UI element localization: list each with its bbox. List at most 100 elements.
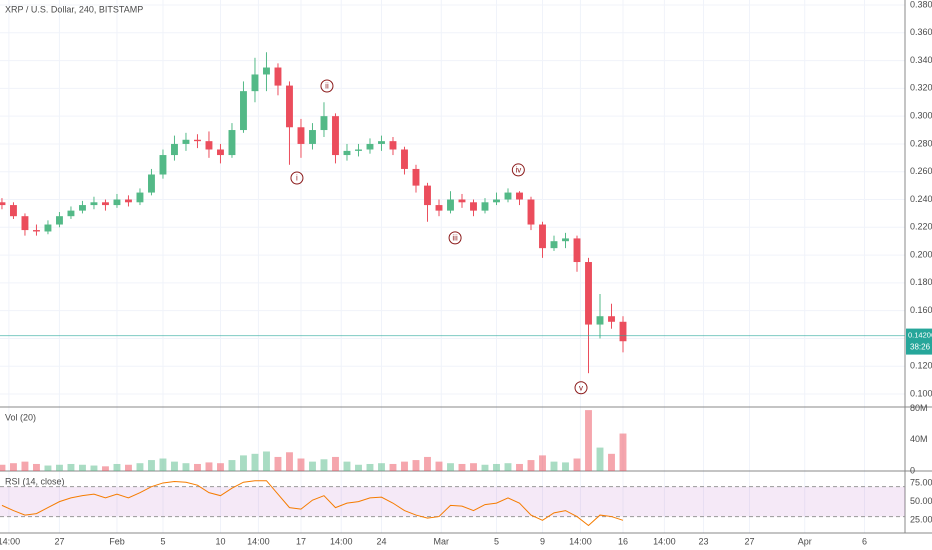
candle-body: [240, 91, 247, 131]
volume-title: Vol (20): [5, 412, 36, 422]
candle-body: [366, 143, 374, 150]
volume-bar: [550, 461, 558, 471]
volume-bar: [56, 464, 63, 471]
x-tick-label: Feb: [109, 536, 125, 546]
candle-body: [596, 316, 604, 325]
candle-body: [458, 199, 466, 203]
volume-bar: [21, 461, 29, 471]
wave-circle: [320, 79, 334, 93]
volume-bar: [355, 464, 362, 471]
volume-bar: [516, 463, 523, 471]
volume-tick-label: 40M: [910, 434, 928, 444]
candle-body: [504, 192, 512, 200]
candle-body: [194, 139, 201, 142]
volume-tick-label: 0: [910, 465, 915, 475]
y-tick-label: 0.10000: [910, 388, 932, 398]
candle-body: [90, 202, 98, 206]
candle-body: [412, 168, 420, 186]
volume-bar: [228, 460, 236, 471]
candle-body: [148, 174, 155, 193]
candle-body: [286, 85, 293, 128]
y-tick-label: 0.32000: [910, 83, 932, 93]
volume-bar: [79, 464, 86, 471]
wave-circle: [574, 381, 588, 395]
candle-body: [67, 210, 75, 217]
candle-body: [619, 321, 627, 342]
volume-bar: [343, 461, 351, 471]
countdown-label: 38:26: [910, 343, 931, 352]
candle-body: [320, 116, 328, 131]
volume-bar: [148, 460, 155, 471]
candle-body: [447, 199, 454, 211]
volume-bar: [309, 461, 316, 471]
candle-body: [102, 202, 109, 206]
wave-label: i: [296, 174, 298, 183]
volume-bar: [562, 462, 569, 471]
volume-bar: [412, 460, 420, 471]
volume-bar: [10, 463, 17, 471]
wave-label: ii: [325, 82, 329, 91]
y-tick-label: 0.12000: [910, 361, 932, 371]
volume-bar: [217, 463, 224, 471]
candle-body: [355, 149, 362, 151]
volume-bar: [378, 463, 385, 471]
rsi-tick-label: 50.00: [910, 496, 932, 506]
candle-body: [113, 199, 121, 206]
volume-bar: [159, 458, 167, 471]
x-tick-label: 27: [745, 536, 755, 546]
x-tick-label: 24: [376, 536, 386, 546]
volume-bar: [263, 451, 270, 471]
volume-bar: [424, 456, 431, 471]
candle-body: [274, 67, 282, 86]
y-tick-label: 0.34000: [910, 55, 932, 65]
candle-body: [251, 74, 259, 92]
volume-bar: [240, 455, 247, 471]
candle-body: [205, 141, 213, 150]
candle-body: [550, 241, 558, 249]
x-tick-label: 27: [54, 536, 64, 546]
candle-body: [79, 205, 86, 211]
candle-body: [332, 116, 339, 156]
volume-bar: [401, 461, 408, 471]
x-tick-label: Apr: [798, 536, 812, 546]
x-tick-label: 16: [618, 536, 628, 546]
candle-body: [424, 185, 431, 206]
rsi-tick-label: 25.00: [910, 515, 932, 525]
volume-bar: [366, 463, 374, 471]
volume-bar: [458, 463, 466, 471]
x-tick-label: 14:00: [653, 536, 676, 546]
x-tick-label: 14:00: [330, 536, 353, 546]
volume-bar: [596, 447, 604, 471]
candle-body: [516, 192, 523, 200]
candle-body: [228, 130, 236, 156]
candle-body: [217, 149, 224, 156]
y-tick-label: 0.38000: [910, 0, 932, 9]
volume-bar: [504, 463, 512, 471]
candle-body: [343, 150, 351, 156]
volume-bar: [539, 455, 546, 471]
chart-title: XRP / U.S. Dollar, 240, BITSTAMP: [5, 4, 143, 14]
volume-bar: [493, 463, 500, 471]
wave-label: iii: [452, 233, 458, 242]
volume-tick-label: 80M: [910, 403, 928, 413]
y-tick-label: 0.22000: [910, 222, 932, 232]
candle-body: [136, 192, 144, 203]
x-tick-label: 23: [698, 536, 708, 546]
volume-bar: [481, 464, 489, 471]
volume-bar: [286, 452, 293, 471]
candle-body: [378, 141, 385, 144]
candle-body: [33, 230, 40, 232]
wave-label: v: [579, 383, 583, 392]
candle-body: [481, 202, 489, 211]
y-tick-label: 0.28000: [910, 138, 932, 148]
x-tick-label: 9: [540, 536, 545, 546]
candle-body: [171, 143, 178, 156]
candle-body: [44, 224, 52, 232]
candle-body: [401, 149, 408, 169]
wave-circle: [511, 163, 525, 177]
volume-bar: [33, 463, 40, 471]
candle-body: [159, 155, 167, 175]
candle-body: [493, 199, 500, 203]
candle-body: [562, 238, 569, 242]
candle-body: [435, 205, 443, 211]
